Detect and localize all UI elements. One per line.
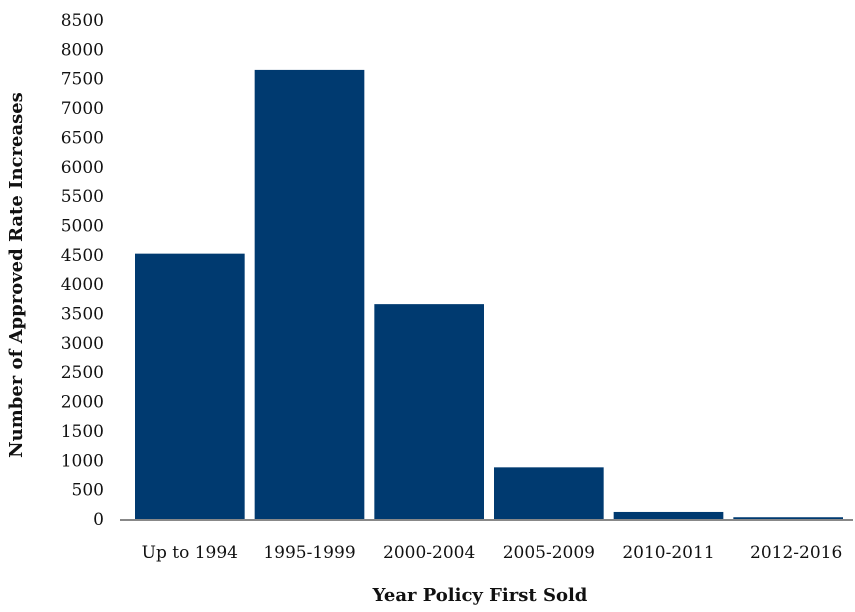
y-tick-label: 3500	[61, 305, 104, 325]
y-tick-label: 6500	[61, 128, 104, 148]
bars	[135, 69, 843, 520]
bar-4	[613, 511, 724, 519]
x-tick-label: 2012-2016	[750, 543, 842, 563]
x-axis-ticks: Up to 1994 1995-1999 2000-2004 2005-2009 201…	[142, 543, 843, 563]
y-axis-ticks: 0 500 1000 1500 2000 2500 3000 3500 4000 4500 5000…	[61, 11, 104, 530]
y-tick-label: 1000	[61, 451, 104, 471]
y-axis-title: Number of Approved Rate Increases	[6, 92, 27, 458]
y-tick-label: 8000	[61, 40, 104, 60]
x-tick-label: 2005-2009	[503, 543, 595, 563]
y-tick-label: 500	[72, 481, 104, 501]
y-tick-label: 7000	[61, 99, 104, 119]
y-tick-label: 5500	[61, 187, 104, 207]
y-tick-label: 2500	[61, 363, 104, 383]
y-tick-label: 7500	[61, 70, 104, 90]
x-tick-label: 2000-2004	[383, 543, 475, 563]
y-tick-label: 4500	[61, 246, 104, 266]
bar-2	[374, 304, 484, 519]
bar-3	[494, 467, 604, 519]
y-tick-label: 3000	[61, 334, 104, 354]
x-tick-label: Up to 1994	[142, 543, 238, 563]
y-tick-label: 4000	[61, 275, 104, 295]
bar-1	[254, 69, 365, 520]
bar-0	[135, 253, 245, 519]
bar-5	[733, 517, 843, 519]
x-tick-label: 2010-2011	[622, 543, 714, 563]
y-tick-label: 5000	[61, 216, 104, 236]
y-tick-label: 8500	[61, 11, 104, 31]
y-tick-label: 2000	[61, 393, 104, 413]
y-tick-label: 1500	[61, 422, 104, 442]
x-axis-title: Year Policy First Sold	[372, 585, 588, 606]
x-tick-label: 1995-1999	[263, 543, 355, 563]
y-tick-label: 0	[93, 510, 104, 530]
y-tick-label: 6000	[61, 158, 104, 178]
